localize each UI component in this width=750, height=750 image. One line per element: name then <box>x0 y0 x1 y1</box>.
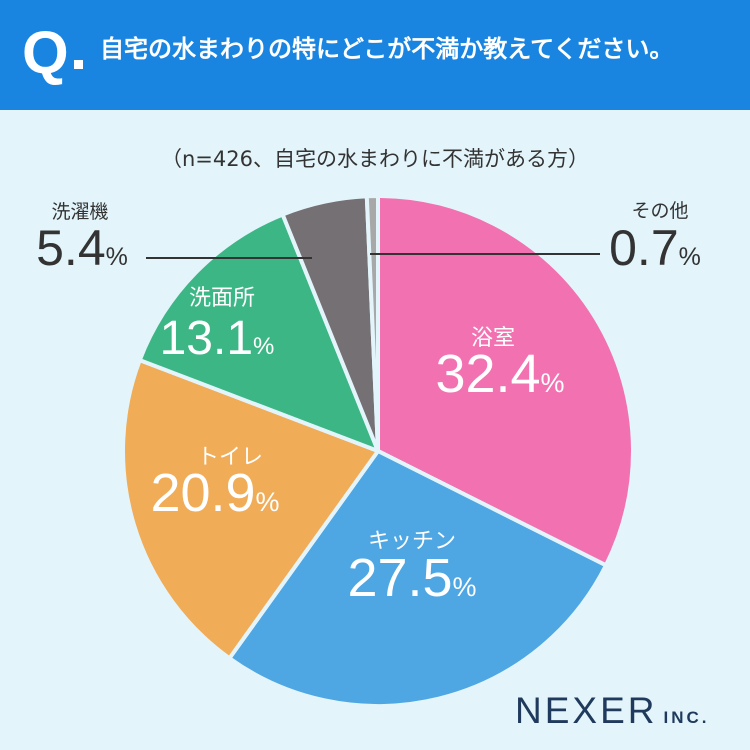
pie-slice-washroom <box>137 212 380 453</box>
brand-suffix: INC. <box>663 708 710 727</box>
pie-slice-other <box>364 194 380 453</box>
slice-value-toilet: 20.9% <box>150 463 279 523</box>
slice-value-bath: 32.4% <box>435 344 564 404</box>
slice-value-other: 0.7% <box>609 220 701 276</box>
slice-label-other: その他 <box>631 200 688 222</box>
slice-value-washing-machine: 5.4% <box>36 220 128 276</box>
header-bar: Q 自宅の水まわりの特にどこが不満か教えてください。 <box>0 0 750 110</box>
pie-slice-bath <box>376 194 635 568</box>
slice-label-washing-machine: 洗濯機 <box>51 201 108 223</box>
pie-slice-toilet <box>121 358 380 661</box>
pie-slice-kitchen <box>227 449 608 708</box>
sample-note: （n=426、自宅の水まわりに不満がある方） <box>161 147 589 171</box>
q-dot <box>74 60 83 69</box>
slice-label-bath: 浴室 <box>471 326 515 351</box>
q-mark: Q <box>22 19 69 86</box>
slice-label-toilet: トイレ <box>197 445 263 470</box>
slice-label-washroom: 洗面所 <box>189 286 255 311</box>
slice-label-kitchen: キッチン <box>368 529 456 554</box>
brand-logo: NEXER INC. <box>515 690 709 732</box>
question-text: 自宅の水まわりの特にどこが不満か教えてください。 <box>100 35 674 63</box>
brand-name: NEXER <box>515 690 658 731</box>
slice-value-washroom: 13.1% <box>160 312 275 365</box>
slice-value-kitchen: 27.5% <box>347 548 476 608</box>
